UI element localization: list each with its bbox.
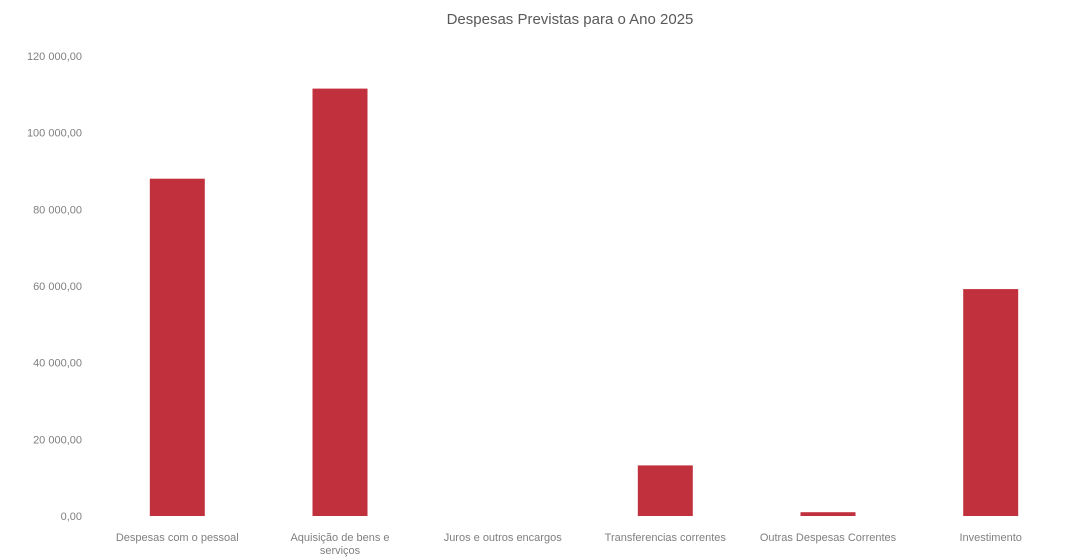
x-tick-label: Juros e outros encargos — [444, 532, 563, 544]
x-tick-label: Investimento — [960, 532, 1022, 544]
y-tick-label: 60 000,00 — [33, 281, 82, 293]
y-tick-label: 40 000,00 — [33, 358, 82, 370]
bars — [149, 88, 1019, 516]
x-tick-label: Outras Despesas Correntes — [760, 532, 897, 544]
x-tick-label: Aquisição de bens e serviços — [290, 532, 389, 557]
x-tick-label: Despesas com o pessoal — [116, 532, 239, 544]
y-tick-label: 120 000,00 — [27, 51, 82, 63]
y-tick-label: 20 000,00 — [33, 434, 82, 446]
bar — [800, 512, 856, 516]
x-tick-label: Transferencias correntes — [605, 532, 727, 544]
bar — [637, 465, 693, 516]
x-axis: Despesas com o pessoal Aquisição de bens … — [116, 532, 1022, 557]
y-tick-label: 100 000,00 — [27, 128, 82, 140]
bar — [963, 289, 1019, 516]
y-axis: 0,00 20 000,00 40 000,00 60 000,00 80 000,00… — [27, 51, 82, 523]
bar — [149, 178, 205, 516]
chart-title: Despesas Previstas para o Ano 2025 — [447, 11, 694, 28]
y-tick-label: 0,00 — [61, 511, 82, 523]
bar — [312, 88, 368, 516]
y-tick-label: 80 000,00 — [33, 204, 82, 216]
